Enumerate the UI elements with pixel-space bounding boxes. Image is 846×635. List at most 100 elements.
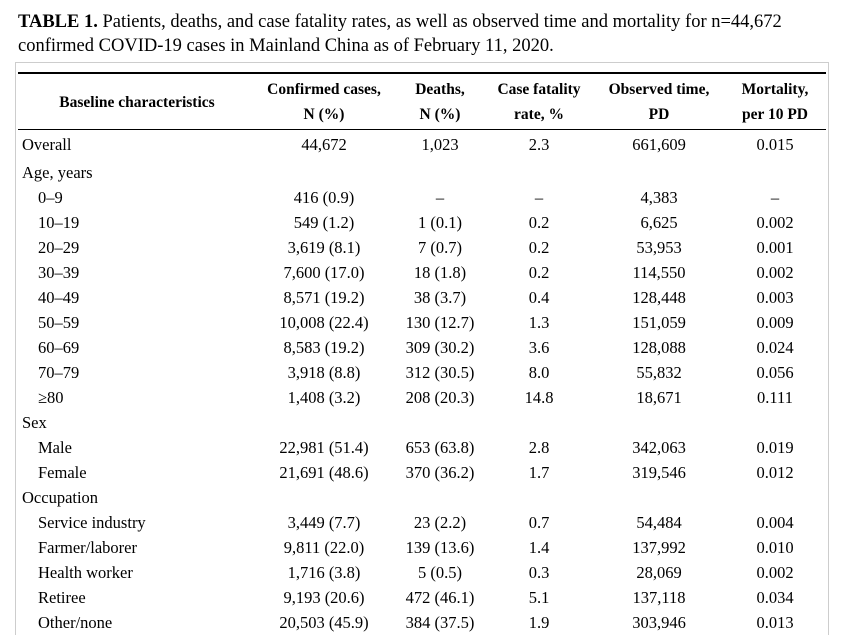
case-fatality-rate-cell: 0.2: [528, 212, 550, 232]
header-line1: Observed time,: [608, 81, 710, 98]
header-line1: Confirmed cases,: [267, 81, 381, 98]
mortality-cell: 0.002: [756, 212, 794, 232]
observed-time-cell: 342,063: [632, 437, 686, 457]
table-row: 70–79 3,918 (8.8) 312 (30.5) 8.0 55,832 …: [18, 360, 826, 385]
deaths-cell: 384 (37.5): [405, 612, 475, 632]
header-confirmed-cases: Confirmed cases, N (%): [256, 74, 392, 130]
table-row: Other/none 20,503 (45.9) 384 (37.5) 1.9 …: [18, 610, 826, 635]
table-body: Overall 44,672 1,023 2.3 661,609 0.015 A…: [18, 130, 826, 635]
deaths-cell: –: [435, 187, 445, 207]
observed-time-cell: 137,118: [632, 587, 686, 607]
table-row: Health worker 1,716 (3.8) 5 (0.5) 0.3 28…: [18, 560, 826, 585]
header-line2: N (%): [303, 106, 345, 123]
case-fatality-rate-cell: 1.4: [528, 537, 550, 557]
observed-time-cell: 128,448: [632, 287, 686, 307]
deaths-cell: 1,023: [421, 135, 459, 154]
deaths-cell: 18 (1.8): [413, 262, 467, 282]
mortality-cell: 0.004: [756, 512, 794, 532]
observed-time-cell: 303,946: [632, 612, 686, 632]
confirmed-cases-cell: 3,449 (7.7): [287, 512, 361, 532]
table-row: 0–9 416 (0.9) – – 4,383 –: [18, 185, 826, 210]
confirmed-cases-cell: 22,981 (51.4): [279, 437, 369, 457]
case-fatality-rate-cell: 0.4: [528, 287, 550, 307]
row-label: Female: [38, 462, 87, 482]
confirmed-cases-cell: 549 (1.2): [293, 212, 355, 232]
mortality-cell: –: [770, 187, 780, 207]
group-label: Age, years: [22, 162, 93, 182]
table-row: 20–29 3,619 (8.1) 7 (0.7) 0.2 53,953 0.0…: [18, 235, 826, 260]
observed-time-cell: 128,088: [632, 337, 686, 357]
row-label: Retiree: [38, 587, 86, 607]
table-row: 50–59 10,008 (22.4) 130 (12.7) 1.3 151,0…: [18, 310, 826, 335]
header-case-fatality-rate: Case fatality rate, %: [488, 74, 590, 130]
confirmed-cases-cell: 10,008 (22.4): [279, 312, 369, 332]
case-fatality-rate-cell: 8.0: [528, 362, 550, 382]
table-row: 40–49 8,571 (19.2) 38 (3.7) 0.4 128,448 …: [18, 285, 826, 310]
row-label: Other/none: [38, 612, 113, 632]
observed-time-cell: 53,953: [636, 237, 682, 257]
row-label: ≥80: [38, 387, 64, 407]
case-fatality-rate-cell: 2.3: [528, 135, 550, 154]
group-label: Occupation: [22, 487, 99, 507]
table-number: TABLE 1.: [18, 12, 98, 32]
header-mortality: Mortality, per 10 PD: [728, 74, 826, 130]
table-row: Male 22,981 (51.4) 653 (63.8) 2.8 342,06…: [18, 435, 826, 460]
header-line2: per 10 PD: [741, 106, 808, 123]
header-rule: [18, 129, 826, 130]
mortality-cell: 0.015: [756, 135, 794, 154]
observed-time-cell: 319,546: [632, 462, 686, 482]
deaths-cell: 370 (36.2): [405, 462, 475, 482]
row-label: 10–19: [38, 212, 80, 232]
mortality-cell: 0.001: [756, 237, 794, 257]
row-label: Service industry: [38, 512, 146, 532]
mortality-cell: 0.024: [756, 337, 794, 357]
header-label: Baseline characteristics: [59, 93, 215, 111]
header-deaths: Deaths, N (%): [392, 74, 488, 130]
deaths-cell: 1 (0.1): [418, 212, 462, 232]
case-fatality-rate-cell: 0.2: [528, 237, 550, 257]
table-caption: TABLE 1. Patients, deaths, and case fata…: [18, 10, 830, 58]
mortality-cell: 0.009: [756, 312, 794, 332]
table-row: 10–19 549 (1.2) 1 (0.1) 0.2 6,625 0.002: [18, 210, 826, 235]
observed-time-cell: 54,484: [636, 512, 682, 532]
deaths-cell: 23 (2.2): [413, 512, 467, 532]
row-label: Overall: [22, 135, 72, 154]
table-row: 60–69 8,583 (19.2) 309 (30.2) 3.6 128,08…: [18, 335, 826, 360]
group-row-sex: Sex: [18, 410, 826, 435]
caption-text: Patients, deaths, and case fatality rate…: [18, 12, 782, 56]
observed-time-cell: 661,609: [632, 135, 686, 154]
deaths-cell: 130 (12.7): [405, 312, 475, 332]
deaths-cell: 7 (0.7): [418, 237, 462, 257]
case-fatality-rate-cell: 2.8: [528, 437, 550, 457]
table-frame: [15, 62, 829, 635]
data-table: Baseline characteristics Confirmed cases…: [18, 74, 826, 635]
observed-time-cell: 151,059: [632, 312, 686, 332]
deaths-cell: 312 (30.5): [405, 362, 475, 382]
confirmed-cases-cell: 7,600 (17.0): [283, 262, 365, 282]
row-label: 40–49: [38, 287, 80, 307]
group-row-occupation: Occupation: [18, 485, 826, 510]
header-baseline-characteristics: Baseline characteristics: [18, 74, 256, 130]
observed-time-cell: 28,069: [636, 562, 682, 582]
mortality-cell: 0.013: [756, 612, 794, 632]
case-fatality-rate-cell: 0.7: [528, 512, 550, 532]
header-line2: rate, %: [514, 106, 564, 123]
observed-time-cell: 114,550: [632, 262, 686, 282]
mortality-cell: 0.002: [756, 262, 794, 282]
deaths-cell: 208 (20.3): [405, 387, 475, 407]
row-label: 20–29: [38, 237, 80, 257]
header-line1: Deaths,: [415, 81, 465, 98]
table-row: 30–39 7,600 (17.0) 18 (1.8) 0.2 114,550 …: [18, 260, 826, 285]
observed-time-cell: 6,625: [640, 212, 678, 232]
confirmed-cases-cell: 44,672: [301, 135, 347, 154]
header-line1: Case fatality: [497, 81, 581, 98]
confirmed-cases-cell: 416 (0.9): [293, 187, 355, 207]
case-fatality-rate-cell: –: [534, 187, 544, 207]
observed-time-cell: 55,832: [636, 362, 682, 382]
mortality-cell: 0.111: [757, 387, 793, 407]
row-label: 70–79: [38, 362, 80, 382]
case-fatality-rate-cell: 1.9: [528, 612, 550, 632]
row-label: Farmer/laborer: [38, 537, 137, 557]
case-fatality-rate-cell: 0.3: [528, 562, 550, 582]
deaths-cell: 5 (0.5): [418, 562, 462, 582]
